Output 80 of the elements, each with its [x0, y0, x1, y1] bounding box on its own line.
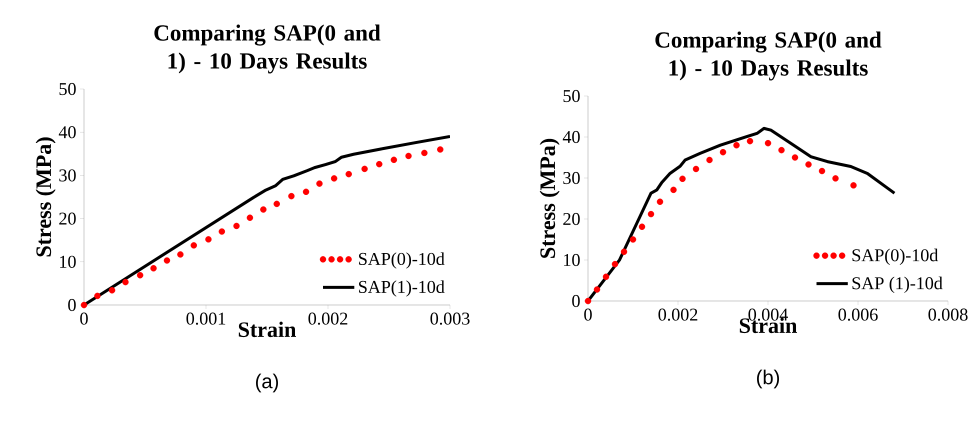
point: [792, 154, 798, 161]
point: [274, 200, 280, 208]
x-tick-label: 0.008: [928, 308, 968, 321]
point: [612, 260, 618, 268]
point: [164, 257, 170, 264]
point: [733, 142, 740, 148]
point: [288, 192, 295, 200]
point: [764, 140, 772, 146]
point: [218, 228, 226, 235]
y-tick-label: 0: [572, 294, 580, 308]
y-axis-title: Stress (MPa): [36, 137, 56, 256]
chart-title: Comparing SAP(0 and 1) - 10 Days Results: [655, 32, 882, 80]
point: [136, 272, 144, 278]
point: [832, 175, 839, 182]
x-tick-label: 0.002: [308, 312, 348, 325]
y-tick-label: 30: [563, 172, 580, 184]
legend-label: SAP(0)-10d: [852, 248, 938, 265]
point: [805, 161, 812, 168]
point: [150, 265, 157, 272]
y-tick-label: 20: [59, 212, 76, 225]
text: (a): [256, 374, 278, 392]
point: [316, 180, 323, 187]
point: [706, 156, 713, 164]
point: [437, 146, 444, 153]
point: [850, 182, 857, 189]
y-tick-label: 10: [564, 254, 580, 266]
point: [818, 168, 826, 174]
point: [679, 176, 686, 182]
point: [302, 188, 310, 196]
point: [746, 138, 754, 144]
y-tick-label: 30: [59, 169, 76, 182]
y-tick-label: 50: [60, 82, 76, 96]
y-tick-label: 20: [563, 212, 580, 226]
legend-label: SAP(1)-10d: [359, 280, 445, 297]
legend-label: SAP (1)-10d: [852, 276, 943, 293]
point: [405, 152, 412, 160]
point: [648, 210, 654, 218]
point: [421, 150, 428, 156]
point: [638, 224, 646, 230]
y-tick-label: 40: [562, 130, 580, 144]
y-tick-label: 10: [60, 256, 76, 268]
point: [630, 236, 636, 243]
point: [778, 146, 785, 154]
legend-label: SAP(0)-10d: [359, 252, 445, 269]
x-tick-label: 0: [80, 312, 88, 325]
x-tick-label: 0.003: [430, 312, 470, 325]
point: [205, 236, 212, 243]
x-tick-label: 0.002: [658, 308, 698, 321]
point: [720, 148, 726, 156]
x-axis-title: Strain: [238, 322, 296, 338]
point: [602, 274, 610, 280]
point: [108, 287, 116, 294]
y-tick-label: 50: [564, 90, 580, 102]
point: [246, 214, 254, 221]
point: [594, 286, 600, 293]
point: [177, 251, 184, 258]
point: [584, 298, 592, 304]
point: [330, 175, 338, 182]
point: [346, 170, 352, 178]
x-tick-label: 0.006: [838, 308, 878, 321]
x-tick-label: 0.001: [186, 312, 226, 325]
point: [233, 222, 240, 230]
point: [620, 248, 628, 255]
point: [80, 302, 88, 308]
point: [692, 166, 700, 172]
point: [94, 292, 101, 300]
point: [122, 278, 129, 286]
point: [190, 242, 198, 249]
text: (b): [757, 370, 779, 388]
point: [361, 166, 368, 172]
point: [670, 186, 677, 194]
chart-title: Comparing SAP(0 and 1) - 10 Days Results: [154, 24, 380, 74]
point: [390, 156, 398, 164]
point: [260, 206, 267, 213]
x-tick-label: 0: [584, 308, 592, 321]
point: [376, 160, 382, 168]
y-tick-label: 40: [58, 126, 76, 138]
point: [656, 198, 664, 205]
y-tick-label: 0: [68, 298, 76, 312]
y-axis-title: Stress (MPa): [540, 138, 560, 258]
